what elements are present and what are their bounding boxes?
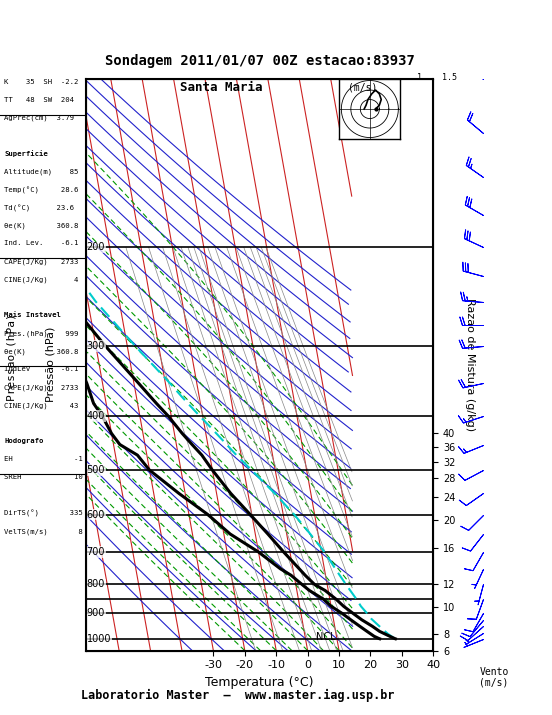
Text: θe(K)       360.8: θe(K) 360.8: [4, 348, 78, 355]
Text: Altitude(m)    85: Altitude(m) 85: [4, 169, 78, 175]
Text: Pres.(hPa)    999: Pres.(hPa) 999: [4, 330, 78, 337]
Text: CINE(J/Kg)     43: CINE(J/Kg) 43: [4, 403, 78, 409]
Text: IndLev       -6.1: IndLev -6.1: [4, 366, 78, 373]
Text: 800: 800: [87, 579, 105, 589]
Text: 300: 300: [87, 341, 105, 351]
Text: 1    1.5: 1 1.5: [417, 73, 457, 82]
Text: (m/s): (m/s): [348, 82, 377, 92]
Text: Ind. Lev.    -6.1: Ind. Lev. -6.1: [4, 240, 78, 247]
Text: Td(°C)      23.6: Td(°C) 23.6: [4, 204, 75, 212]
Text: θe(K)       360.8: θe(K) 360.8: [4, 222, 78, 229]
X-axis label: Temperatura (°C): Temperatura (°C): [205, 676, 314, 689]
Text: SREH            10: SREH 10: [4, 474, 83, 480]
Text: K    35  SH  -2.2: K 35 SH -2.2: [4, 79, 78, 84]
Text: Temp(°C)     28.6: Temp(°C) 28.6: [4, 187, 78, 194]
Text: 600: 600: [87, 510, 105, 520]
Text: Laboratorio Master  —  www.master.iag.usp.br: Laboratorio Master — www.master.iag.usp.…: [81, 689, 394, 702]
Text: NCL: NCL: [316, 631, 336, 641]
Text: Sondagem 2011/01/07 00Z estacao:83937: Sondagem 2011/01/07 00Z estacao:83937: [104, 54, 415, 68]
Text: Superficie: Superficie: [4, 151, 48, 157]
Text: TT   48  SW  204: TT 48 SW 204: [4, 97, 75, 103]
Text: 400: 400: [87, 411, 105, 421]
Text: Vento: Vento: [479, 667, 509, 677]
Text: Mais Instavel: Mais Instavel: [4, 312, 61, 318]
Text: CAPE(J/Kg)   2733: CAPE(J/Kg) 2733: [4, 258, 78, 265]
Text: 500: 500: [87, 465, 105, 475]
Text: VelTS(m/s)       8: VelTS(m/s) 8: [4, 528, 83, 535]
Text: Santa Maria: Santa Maria: [179, 81, 262, 94]
Text: Pressao (hPa): Pressao (hPa): [6, 314, 16, 401]
Text: DirTS(°)       335: DirTS(°) 335: [4, 510, 83, 518]
Text: Pressão (hPa): Pressão (hPa): [46, 327, 56, 403]
Text: (m/s): (m/s): [479, 677, 509, 687]
Text: CINE(J/Kg)      4: CINE(J/Kg) 4: [4, 277, 78, 283]
Text: AgPrec(cm)  3.79: AgPrec(cm) 3.79: [4, 114, 75, 121]
Text: CAPE(J/Kg)   2733: CAPE(J/Kg) 2733: [4, 384, 78, 391]
Text: 900: 900: [87, 608, 105, 618]
Y-axis label: Razao de Mistura (g/kg): Razao de Mistura (g/kg): [465, 298, 475, 431]
Text: 1000: 1000: [87, 633, 111, 644]
Text: EH              -1: EH -1: [4, 456, 83, 462]
Text: 700: 700: [87, 547, 105, 557]
Text: Hodografo: Hodografo: [4, 438, 44, 444]
Text: 200: 200: [87, 242, 105, 252]
